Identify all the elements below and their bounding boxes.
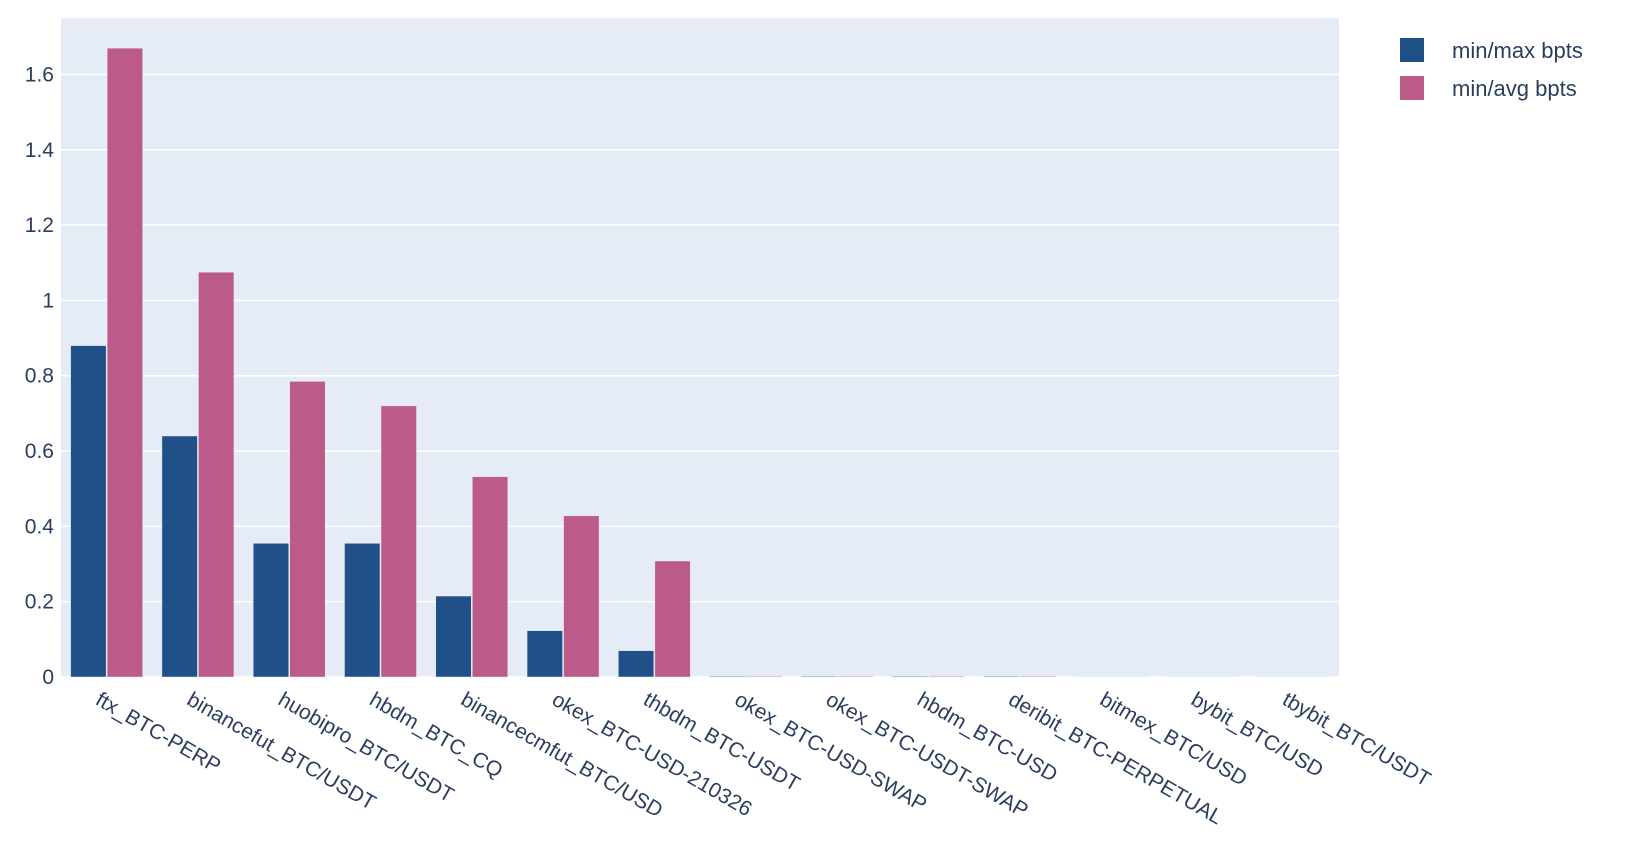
y-tick-label: 0.6 — [25, 440, 54, 463]
y-tick-label: 1.6 — [25, 63, 54, 86]
legend-swatch — [1400, 38, 1424, 62]
y-tick-label: 0.4 — [25, 515, 55, 538]
bar-min-max[interactable] — [710, 676, 746, 677]
bar-min-avg[interactable] — [1020, 676, 1056, 677]
legend-item[interactable]: min/avg bpts — [1400, 76, 1577, 101]
y-tick-label: 1 — [42, 289, 54, 312]
x-axis-ticks: ftx_BTC-PERPbinancefut_BTC/USDThuobipro_… — [92, 688, 1435, 829]
bar-min-avg[interactable] — [837, 676, 873, 677]
legend[interactable]: min/max bpts min/avg bpts — [1400, 38, 1583, 101]
bar-min-max[interactable] — [983, 676, 1019, 677]
bar-min-max[interactable] — [71, 346, 107, 677]
y-tick-label: 0.2 — [25, 591, 54, 614]
y-tick-label: 1.2 — [25, 214, 54, 237]
bar-min-avg[interactable] — [929, 676, 965, 677]
bar-min-max[interactable] — [801, 676, 837, 677]
y-tick-label: 1.4 — [25, 139, 55, 162]
y-tick-label: 0.8 — [25, 365, 54, 388]
bar-min-avg[interactable] — [746, 676, 782, 677]
bar-min-max[interactable] — [162, 436, 198, 677]
bar-min-max[interactable] — [253, 543, 289, 677]
x-tick-label: tbybit_BTC/USDT — [1278, 688, 1434, 791]
y-axis-ticks: 0 0.2 0.4 0.6 0.8 1 1.2 1.4 1.6 — [25, 63, 55, 689]
bar-min-max[interactable] — [344, 543, 380, 677]
bar-min-avg[interactable] — [655, 561, 691, 677]
legend-item[interactable]: min/max bpts — [1400, 38, 1583, 63]
x-tick-label: bitmex_BTC/USD — [1096, 688, 1251, 791]
bar-min-max[interactable] — [618, 651, 654, 677]
bar-min-avg[interactable] — [198, 272, 234, 677]
bar-min-avg[interactable] — [290, 381, 326, 677]
bar-min-avg[interactable] — [472, 477, 508, 677]
bar-min-max[interactable] — [436, 596, 472, 677]
bar-min-max[interactable] — [892, 676, 928, 677]
bar-min-max[interactable] — [527, 631, 563, 677]
plot-area — [61, 18, 1339, 677]
bar-min-avg[interactable] — [107, 48, 143, 677]
legend-label: min/avg bpts — [1452, 76, 1577, 101]
legend-swatch — [1400, 76, 1424, 100]
bar-min-avg[interactable] — [564, 516, 600, 677]
y-tick-label: 0 — [42, 666, 54, 689]
bar-min-avg[interactable] — [381, 406, 417, 677]
x-tick-label: thbdm_BTC-USDT — [639, 688, 803, 796]
legend-label: min/max bpts — [1452, 38, 1583, 63]
